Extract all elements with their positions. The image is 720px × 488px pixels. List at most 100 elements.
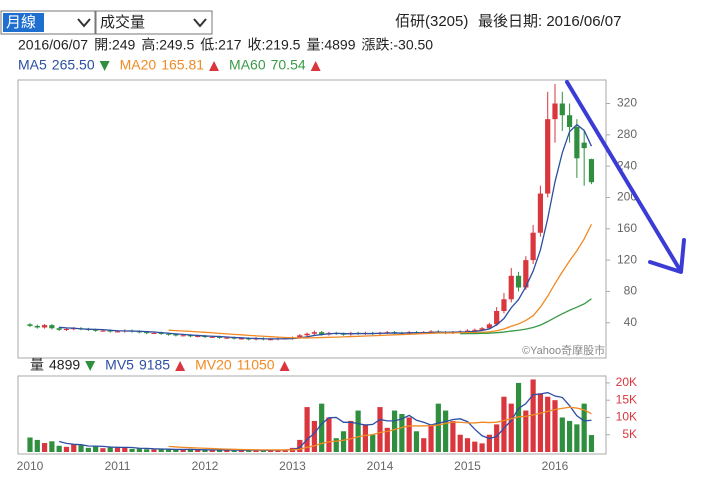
candle-body — [114, 331, 121, 333]
volume-bar — [581, 403, 587, 452]
y-tick-label: 5K — [622, 427, 637, 441]
y-tick-label: 240 — [617, 158, 637, 172]
plot-frame — [17, 79, 607, 359]
volume-bar — [144, 449, 150, 452]
candle-body — [340, 333, 347, 335]
volume-bar — [71, 444, 77, 452]
period-select[interactable]: 月線 — [0, 10, 96, 35]
chevron — [77, 18, 91, 28]
select-box[interactable] — [95, 10, 213, 35]
volume-bar — [355, 410, 361, 452]
volume-bar — [85, 447, 91, 452]
volume-bar — [282, 449, 288, 452]
quote-item: 高:249.5 — [141, 37, 194, 53]
ma-line — [59, 123, 593, 340]
volume-bar — [231, 450, 237, 452]
volume-bar — [246, 449, 252, 452]
candle-body — [268, 339, 274, 341]
legend-text: MA5 — [18, 57, 47, 73]
candle-body — [49, 325, 55, 329]
volume-bar — [443, 410, 449, 452]
mv-line — [168, 406, 592, 451]
volume-bar — [588, 435, 595, 452]
volume-bar — [100, 448, 106, 452]
indicator-select[interactable]: 成交量 — [95, 10, 213, 35]
volume-bar — [457, 434, 463, 452]
legend-text: 4899 — [49, 357, 80, 373]
x-tick-label: 2011 — [105, 459, 131, 473]
plot-frame — [17, 375, 607, 455]
volume-bar — [311, 420, 317, 452]
volume-bar — [362, 424, 369, 452]
volume-bar — [41, 443, 48, 452]
volume-bar — [428, 424, 434, 452]
candle-body — [173, 334, 179, 336]
volume-bar — [574, 424, 580, 452]
y-tick-label: 120 — [617, 252, 637, 266]
candle-body — [523, 260, 529, 288]
candle-body — [494, 311, 500, 325]
volume-bar — [165, 449, 172, 452]
volume-bar — [537, 393, 544, 452]
candle-body — [238, 338, 245, 340]
volume-bar — [216, 449, 223, 452]
volume-bar — [173, 449, 179, 452]
quote-item: 量:4899 — [306, 37, 355, 53]
candle-body — [530, 232, 536, 261]
x-tick-label: 2014 — [367, 459, 394, 473]
trend-icon — [279, 361, 290, 371]
volume-bar — [297, 439, 303, 452]
volume-bar — [348, 420, 354, 452]
volume-bar — [501, 396, 507, 452]
candle-body — [319, 332, 325, 335]
volume-bar — [275, 449, 281, 452]
volume-bar — [34, 439, 40, 452]
candle-body — [151, 332, 157, 334]
x-tick-label: 2010 — [17, 459, 44, 473]
y-tick-label: 15K — [616, 392, 637, 406]
candle-body — [34, 325, 40, 328]
stock-name: 佰研(3205) — [395, 13, 468, 30]
volume-bar — [479, 443, 485, 452]
volume-bar — [253, 450, 259, 452]
volume-bar — [187, 449, 194, 452]
chevron — [193, 18, 207, 28]
volume-bar — [340, 431, 347, 452]
volume-bar — [49, 441, 55, 452]
trend-icon — [175, 361, 186, 371]
quote-item: 開:249 — [94, 37, 135, 53]
volume-bar — [552, 400, 558, 452]
candle-body — [56, 328, 62, 330]
trend-icon — [99, 61, 110, 71]
volume-bar — [304, 407, 310, 452]
trend-icon — [209, 61, 220, 71]
volume-bar — [122, 447, 128, 452]
candle-body — [224, 337, 230, 339]
volume-bar — [566, 420, 573, 452]
candle-body — [559, 103, 565, 116]
volume-bar — [472, 441, 478, 452]
legend-text: 9185 — [139, 357, 170, 373]
quote-item: 漲跌:-30.50 — [362, 37, 434, 53]
y-tick-label: 20K — [616, 375, 637, 389]
volume-bar — [224, 450, 230, 452]
candle-body — [231, 337, 237, 339]
volume-bar — [413, 431, 420, 452]
period-label[interactable]: 月線 — [6, 14, 36, 31]
ma-line — [460, 298, 592, 335]
volume-bar — [93, 446, 99, 452]
candle-body — [93, 329, 99, 331]
candle-body — [187, 335, 194, 337]
volume-bar — [326, 417, 332, 452]
x-tick-label: 2012 — [192, 459, 219, 473]
volume-bar — [114, 446, 121, 452]
candle-body — [27, 324, 33, 326]
candle-body — [537, 193, 544, 233]
candle-body — [304, 333, 310, 336]
candle-body — [545, 119, 551, 194]
candle-body — [216, 336, 223, 338]
volume-bar — [195, 449, 201, 452]
volume-bar — [508, 403, 514, 452]
indicator-label[interactable]: 成交量 — [100, 13, 145, 31]
